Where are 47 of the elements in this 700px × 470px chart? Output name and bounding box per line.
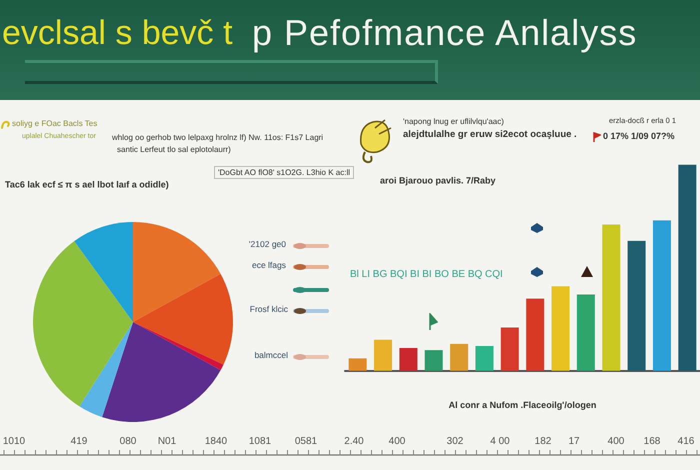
text: 168 xyxy=(644,436,660,448)
bar xyxy=(602,224,620,371)
bar xyxy=(576,294,595,371)
annotation: 'DoGbt AO flO8' s1O2G. L3hio K ac:ll xyxy=(214,166,354,180)
bar xyxy=(374,340,392,371)
text: evclsal s bevč t xyxy=(2,14,233,54)
text: balmccel xyxy=(254,350,288,361)
chart-title: Tac6 lak ecf ≤ π s ael lbot laıf a odidle) xyxy=(5,180,169,190)
text: 182 xyxy=(534,436,552,448)
text: 0 17% 1/09 07?% xyxy=(603,131,675,142)
text: 2.40 xyxy=(344,436,364,448)
bar xyxy=(399,348,418,371)
bar xyxy=(348,358,367,371)
text: 416 xyxy=(678,436,694,448)
bar xyxy=(424,350,443,371)
text: '2102 ge0 xyxy=(248,239,286,250)
text: santic Lerfeut tlo sal eplotolaurr) xyxy=(117,145,231,154)
bar xyxy=(450,344,468,371)
bar xyxy=(475,346,494,371)
text: soliyg e FOac Bacls Tes xyxy=(12,119,98,128)
text: 400 xyxy=(608,436,624,448)
text: p Pefofmance Anlalyss xyxy=(252,12,638,54)
text: Frosf klcic xyxy=(250,304,288,315)
text: 0581 xyxy=(294,436,318,448)
text: N01 xyxy=(158,436,176,448)
text: 1840 xyxy=(204,436,228,448)
annotation: Bl LI BG BQI BI BI BO BE BQ CQI xyxy=(350,269,503,280)
bar xyxy=(552,286,570,371)
text: whlog oo gerhob two lelpaxg hrolnz lf) Nw. 11os: F1s7 Lagri xyxy=(112,133,324,142)
text: 1081 xyxy=(248,436,272,448)
text: aroi Bjarouo pavlis. 7/Raby xyxy=(380,176,496,186)
text: 'napong lnug er uflilvlqu'aac) xyxy=(403,117,504,126)
x-axis-title: Al conr a Nufom .Flaceoilg'/ologen xyxy=(448,400,596,410)
bar xyxy=(652,220,671,371)
text: 419 xyxy=(70,436,88,448)
text: 17 xyxy=(568,436,580,448)
text: ece lfags xyxy=(252,260,286,271)
text: 4 00 xyxy=(490,436,510,448)
text: alejdtulalhe gr eruw si2ecot ocaşluue . xyxy=(403,129,577,141)
bar xyxy=(526,298,544,371)
bar xyxy=(500,327,519,371)
bar xyxy=(678,164,696,371)
text: 400 xyxy=(388,436,406,448)
text: 1010 xyxy=(2,436,26,448)
text: 302 xyxy=(446,436,464,448)
bar xyxy=(628,240,646,371)
text: 080 xyxy=(120,436,136,448)
